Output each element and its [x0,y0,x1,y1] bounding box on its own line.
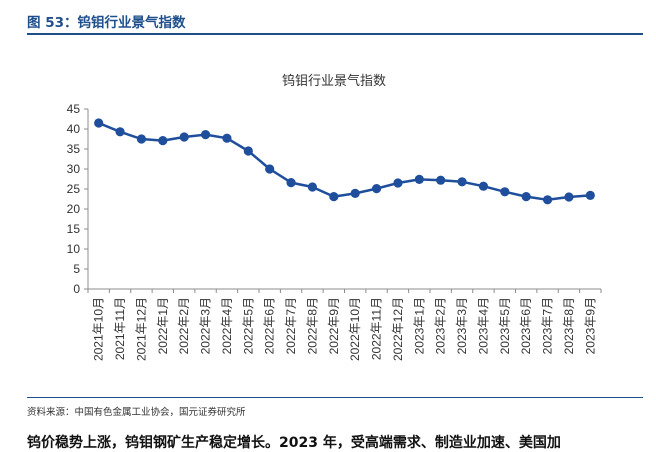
x-tick-label: 2022年7月 [284,297,298,354]
top-divider [27,33,643,35]
x-tick-label: 2022年1月 [156,297,170,354]
x-tick-label: 2022年4月 [220,297,234,354]
x-tick-label: 2022年8月 [305,297,319,354]
x-tick-label: 2022年5月 [241,297,255,354]
x-tick-label: 2022年2月 [177,297,191,354]
figure-title: 图 53：钨钼行业景气指数 [27,15,186,31]
x-tick-label: 2021年11月 [113,297,127,360]
y-tick-label: 10 [67,242,81,256]
y-tick-label: 40 [67,122,81,136]
y-tick-label: 45 [67,102,81,116]
x-tick-label: 2023年7月 [541,297,555,354]
y-tick-label: 5 [73,262,80,276]
y-tick-label: 30 [67,162,81,176]
x-tick-label: 2023年4月 [476,297,490,354]
data-point [521,192,531,202]
data-point [564,192,574,202]
body-text-fragment: 钨价稳势上涨，钨钼钢矿生产稳定增长。2023 年，受高端需求、制造业加速、美国加 [27,435,561,451]
x-tick-label: 2022年11月 [370,297,384,360]
series-layer [94,118,595,205]
chart-title: 钨钼行业景气指数 [282,73,386,89]
data-point [265,164,275,174]
bottom-divider [27,397,643,398]
series-line [98,121,591,202]
data-point [307,182,318,192]
x-tick-label: 2023年6月 [519,297,533,354]
data-point [286,178,296,188]
x-tick-label: 2023年1月 [412,297,426,354]
data-point [136,134,147,144]
source-note: 资料来源：中国有色金属工业协会，国元证券研究所 [27,407,246,418]
data-point [158,136,168,146]
y-axis: 0 5 10 15 20 25 30 35 40 45 [67,102,89,296]
x-tick-label: 2023年5月 [498,297,512,354]
data-point [436,175,446,185]
x-tick-label: 2023年2月 [434,297,448,354]
data-point [94,118,104,128]
data-point [393,178,403,188]
data-point [500,187,510,197]
x-tick-label: 2022年12月 [391,297,405,361]
data-point [478,181,489,191]
y-tick-label: 35 [67,142,81,156]
x-tick-label: 2023年8月 [562,297,576,354]
x-tick-label: 2022年9月 [327,297,341,354]
data-point [243,146,253,156]
y-tick-label: 25 [67,182,81,196]
data-point [457,177,467,187]
data-point [414,174,424,184]
x-tick-label: 2022年3月 [199,297,213,354]
data-point [179,132,189,142]
data-point [371,184,382,194]
data-point [585,190,595,200]
x-tick-label: 2023年3月 [455,297,469,354]
data-point [329,192,339,202]
data-point [200,130,211,140]
data-point [350,188,360,198]
y-tick-label: 20 [67,202,81,216]
y-tick-label: 0 [73,282,80,296]
y-tick-label: 15 [67,222,81,236]
data-point [115,127,125,137]
x-tick-label: 2021年10月 [92,297,106,361]
x-tick-label: 2022年6月 [263,297,277,354]
x-tick-label: 2021年12月 [134,297,148,361]
x-tick-label: 2022年10月 [348,297,362,361]
x-tick-label: 2023年9月 [583,297,597,354]
data-point [222,133,232,143]
data-point [542,195,553,205]
x-axis: 2021年10月 2021年11月 2021年12月 2022年1月 2022年2月 20… [87,288,602,361]
